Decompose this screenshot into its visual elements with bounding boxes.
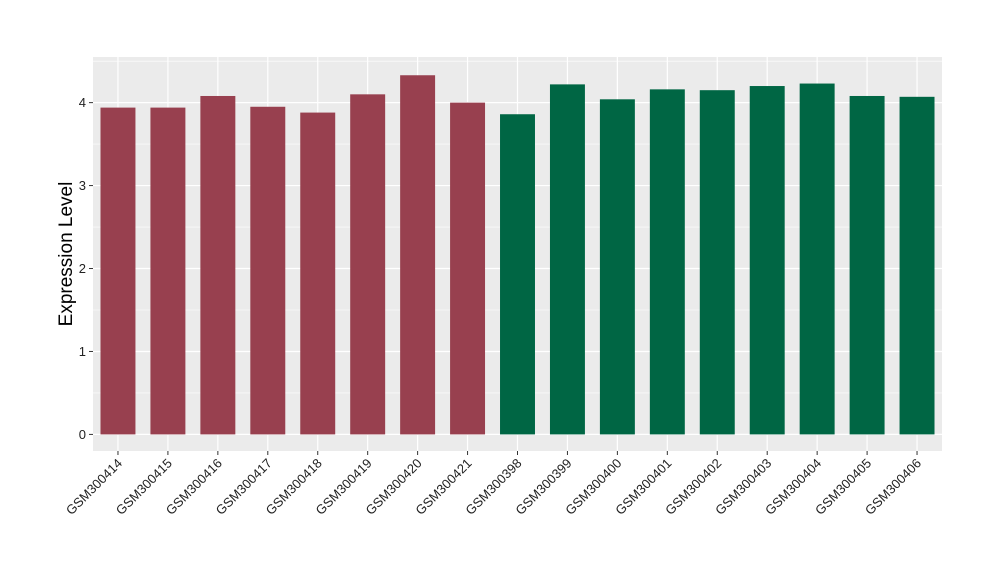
y-axis: 0 1 2 3 4 xyxy=(79,95,93,442)
y-tick-label: 2 xyxy=(79,261,86,276)
y-axis-title: Expression Level xyxy=(56,182,77,327)
bar-GSM300406 xyxy=(899,96,935,435)
bar-GSM300418 xyxy=(300,112,336,435)
bar-GSM300398 xyxy=(500,114,535,435)
y-tick-label: 0 xyxy=(79,427,86,442)
bar-GSM300419 xyxy=(350,94,386,435)
bar-GSM300415 xyxy=(150,107,186,435)
x-axis: GSM300414GSM300415GSM300416GSM300417GSM3… xyxy=(63,451,924,518)
bar-GSM300421 xyxy=(450,102,486,435)
bar-GSM300399 xyxy=(549,84,585,435)
bars xyxy=(100,75,935,435)
y-tick-label: 1 xyxy=(79,344,86,359)
bar-GSM300403 xyxy=(749,86,785,435)
y-tick-label: 4 xyxy=(79,95,86,110)
bar-GSM300401 xyxy=(649,89,685,435)
bar-GSM300404 xyxy=(799,83,835,435)
bar-GSM300417 xyxy=(250,106,286,435)
bar-GSM300420 xyxy=(400,75,436,435)
y-tick-label: 3 xyxy=(79,178,86,193)
bar-GSM300400 xyxy=(599,99,635,435)
bar-GSM300405 xyxy=(849,95,885,435)
bar-GSM300414 xyxy=(100,107,136,435)
bar-GSM300416 xyxy=(200,95,236,435)
bar-GSM300402 xyxy=(699,90,735,435)
